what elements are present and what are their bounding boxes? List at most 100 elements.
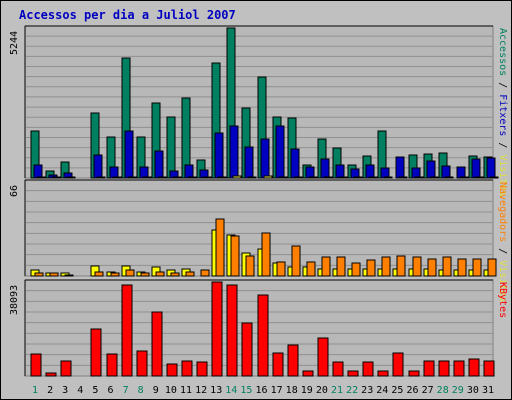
x-tick-label-day-7: 7 <box>123 385 129 396</box>
bar-navegadors-day-14 <box>230 235 240 277</box>
legend-part: KBytes <box>497 282 508 319</box>
bar-visites-day-19 <box>308 176 318 179</box>
bar-fitxers-day-30 <box>471 158 481 179</box>
bar-fitxers-day-11 <box>184 164 194 179</box>
legend-part: / <box>497 136 508 155</box>
bar-navegadors-day-1 <box>34 272 44 277</box>
bar-fitxers-day-5 <box>93 154 103 179</box>
legend-part: Accessos <box>497 28 508 77</box>
legend-part: Navegadors <box>497 182 508 243</box>
x-tick-label-day-10: 10 <box>165 385 177 396</box>
bar-fitxers-day-15 <box>244 146 254 179</box>
bar-kbytes-day-22 <box>347 370 359 377</box>
bar-kbytes-day-21 <box>332 361 344 377</box>
bar-visites-day-13 <box>217 176 227 179</box>
bar-fitxers-day-17 <box>275 125 285 179</box>
x-tick-label-day-4: 4 <box>77 385 83 396</box>
x-tick-label-day-2: 2 <box>47 385 53 396</box>
bar-fitxers-day-25 <box>395 156 405 179</box>
x-tick-label-day-25: 25 <box>391 385 403 396</box>
panel-1-ymax-label: 5244 <box>9 30 20 55</box>
bar-navegadors-day-17 <box>276 261 286 277</box>
bar-kbytes-day-8 <box>136 350 148 377</box>
bar-visites-day-27 <box>429 176 439 179</box>
x-tick-label-day-12: 12 <box>195 385 207 396</box>
bar-kbytes-day-25 <box>392 352 404 377</box>
bar-kbytes-day-11 <box>181 360 193 377</box>
bar-navegadors-day-27 <box>427 258 437 277</box>
bar-navegadors-day-7 <box>125 269 135 277</box>
bar-navegadors-day-16 <box>261 232 271 277</box>
bar-kbytes-day-15 <box>241 322 253 377</box>
bar-kbytes-day-10 <box>166 363 178 377</box>
bar-kbytes-day-6 <box>106 353 118 377</box>
x-tick-label-day-8: 8 <box>138 385 144 396</box>
bar-navegadors-day-24 <box>381 256 391 277</box>
bar-visites-day-8 <box>142 176 152 179</box>
bar-navegadors-day-10 <box>170 272 180 277</box>
bar-kbytes-day-20 <box>317 337 329 377</box>
bar-visites-day-6 <box>112 176 122 179</box>
bar-navegadors-day-31 <box>487 258 497 277</box>
bar-navegadors-day-13 <box>215 218 225 277</box>
bar-fitxers-day-29 <box>456 166 466 179</box>
bar-navegadors-day-11 <box>185 271 195 277</box>
x-tick-label-day-13: 13 <box>210 385 222 396</box>
bar-kbytes-day-9 <box>151 311 163 377</box>
bar-navegadors-day-30 <box>472 258 482 277</box>
x-tick-label-day-31: 31 <box>482 385 494 396</box>
bar-kbytes-day-29 <box>453 360 465 377</box>
bar-accessos-day-10 <box>166 116 176 179</box>
x-tick-label-day-9: 9 <box>153 385 159 396</box>
bar-visites-day-3 <box>66 176 76 179</box>
bar-visites-day-25 <box>398 176 408 179</box>
x-tick-label-day-6: 6 <box>107 385 113 396</box>
bar-kbytes-day-23 <box>362 361 374 377</box>
bar-fitxers-day-20 <box>320 158 330 179</box>
x-tick-label-day-14: 14 <box>225 385 237 396</box>
bar-navegadors-day-9 <box>155 271 165 277</box>
panel-3-ymax-label: 38093 <box>9 284 20 315</box>
bar-navegadors-day-12 <box>200 269 210 277</box>
bar-visites-day-28 <box>444 176 454 179</box>
bar-navegadors-day-3 <box>64 274 74 277</box>
bar-visites-day-2 <box>51 176 61 179</box>
bar-kbytes-day-17 <box>272 352 284 377</box>
bar-navegadors-day-26 <box>412 256 422 277</box>
bar-fitxers-day-23 <box>365 164 375 179</box>
x-tick-label-day-3: 3 <box>62 385 68 396</box>
x-tick-label-day-19: 19 <box>301 385 313 396</box>
bar-kbytes-day-28 <box>438 360 450 377</box>
bar-kbytes-day-27 <box>423 360 435 377</box>
bar-navegadors-day-18 <box>291 245 301 277</box>
bar-navegadors-day-25 <box>396 255 406 277</box>
bar-navegadors-day-19 <box>306 261 316 277</box>
bar-kbytes-day-19 <box>302 370 314 377</box>
x-tick-label-day-30: 30 <box>467 385 479 396</box>
x-tick-label-day-22: 22 <box>346 385 358 396</box>
x-tick-label-day-15: 15 <box>240 385 252 396</box>
bar-visites-day-18 <box>293 176 303 179</box>
bar-kbytes-day-31 <box>483 360 495 377</box>
bar-visites-day-9 <box>157 176 167 179</box>
bar-navegadors-day-2 <box>49 272 59 277</box>
x-tick-label-day-16: 16 <box>255 385 267 396</box>
bar-visites-day-1 <box>36 176 46 179</box>
bar-kbytes-day-14 <box>226 284 238 377</box>
panel-1-legend-label: Accessos / Fitxers / Visites <box>497 28 508 197</box>
bar-kbytes-day-3 <box>60 360 72 377</box>
bar-visites-day-22 <box>353 176 363 179</box>
bar-kbytes-day-2 <box>45 372 57 377</box>
bar-fitxers-day-1 <box>33 164 43 179</box>
bar-kbytes-day-24 <box>377 370 389 377</box>
bar-fitxers-day-6 <box>109 166 119 179</box>
bar-kbytes-day-16 <box>257 294 269 377</box>
x-tick-label-day-20: 20 <box>316 385 328 396</box>
bar-visites-day-24 <box>383 176 393 179</box>
bar-kbytes-day-12 <box>196 361 208 377</box>
bar-fitxers-day-7 <box>124 130 134 179</box>
bar-visites-day-5 <box>96 176 106 179</box>
bar-navegadors-day-28 <box>442 256 452 277</box>
x-tick-label-day-5: 5 <box>92 385 98 396</box>
